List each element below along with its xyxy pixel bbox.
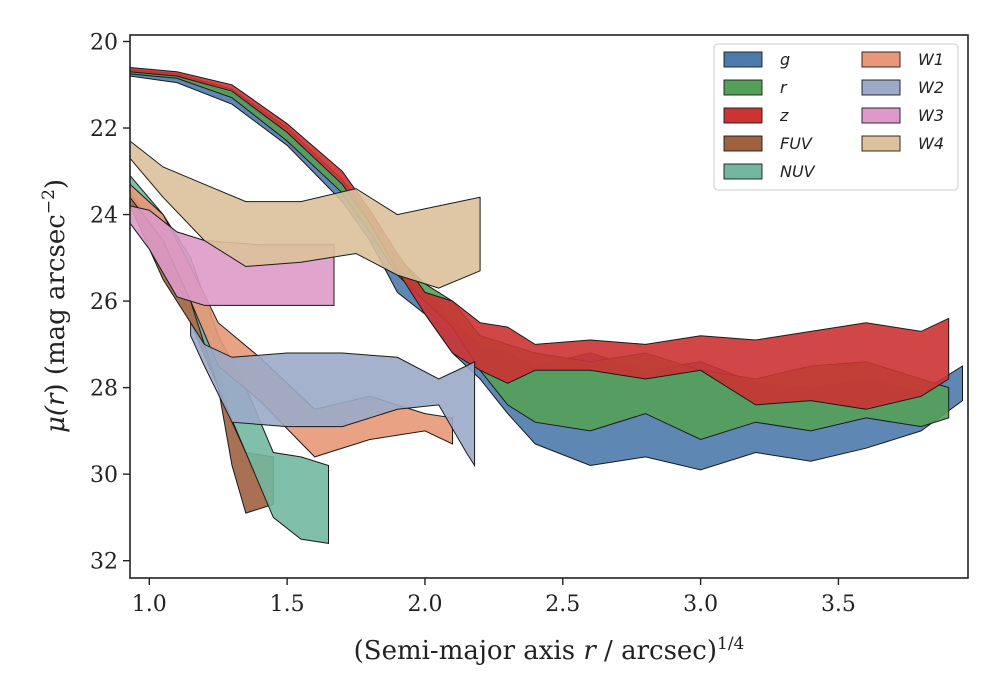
legend-label-w2: W2 — [918, 78, 944, 97]
y-axis-label: μ(r) (mag arcsec−2) — [39, 179, 71, 433]
x-tick-label: 2.5 — [545, 592, 580, 617]
x-tick-label: 1.5 — [270, 592, 305, 617]
y-tick-label: 22 — [90, 117, 118, 142]
legend-swatch-w2 — [861, 79, 901, 96]
y-tick-label: 26 — [90, 290, 118, 315]
legend-label-fuv: FUV — [780, 134, 813, 153]
legend-swatch-g — [723, 51, 763, 68]
legend-label-nuv: NUV — [780, 162, 816, 181]
x-tick-label: 1.0 — [132, 592, 167, 617]
legend: grz FUV NUV W1 W2 W3 W4 — [713, 43, 959, 191]
y-tick-label: 24 — [90, 204, 118, 229]
x-axis-label: (Semi-major axis r / arcsec)1/4 — [354, 634, 745, 666]
x-tick-label: 3.5 — [821, 592, 856, 617]
legend-swatch-fuv — [723, 135, 763, 152]
y-tick-label: 30 — [90, 463, 118, 488]
legend-swatch-w4 — [861, 135, 901, 152]
series-w4-band — [129, 139, 481, 289]
x-tick-label: 2.0 — [407, 592, 442, 617]
series-layer — [129, 66, 963, 544]
y-tick-label: 28 — [90, 377, 118, 402]
legend-label-z: z — [779, 106, 789, 125]
legend-items: grz FUV NUV W1 W2 W3 W4 — [723, 50, 944, 181]
legend-swatch-r — [723, 79, 763, 96]
legend-label-w1: W1 — [918, 50, 944, 69]
legend-label-w4: W4 — [918, 134, 944, 153]
x-axis: 1.0 1.5 2.0 2.5 3.0 3.5 — [132, 578, 856, 617]
series-w2-band — [190, 320, 476, 468]
y-tick-label: 32 — [90, 550, 118, 575]
legend-swatch-w1 — [861, 51, 901, 68]
legend-label-g: g — [780, 50, 790, 69]
x-tick-label: 3.0 — [683, 592, 718, 617]
legend-swatch-nuv — [723, 163, 763, 180]
legend-swatch-z — [723, 107, 763, 124]
y-axis: 20 22 24 26 28 30 32 — [90, 30, 130, 575]
plot-frame — [129, 34, 969, 579]
legend-swatch-w3 — [861, 107, 901, 124]
y-tick-label: 20 — [90, 30, 118, 55]
legend-label-w3: W3 — [918, 106, 944, 125]
legend-label-r: r — [780, 78, 788, 97]
